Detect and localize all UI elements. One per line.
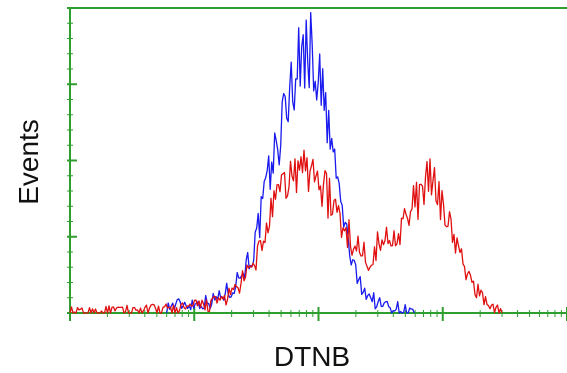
- series-line-1: [166, 11, 415, 314]
- y-axis-label: Events: [13, 119, 44, 205]
- series-line-2: [69, 149, 503, 314]
- plot-area: [67, 7, 567, 321]
- x-axis-label: DTNB: [274, 341, 350, 372]
